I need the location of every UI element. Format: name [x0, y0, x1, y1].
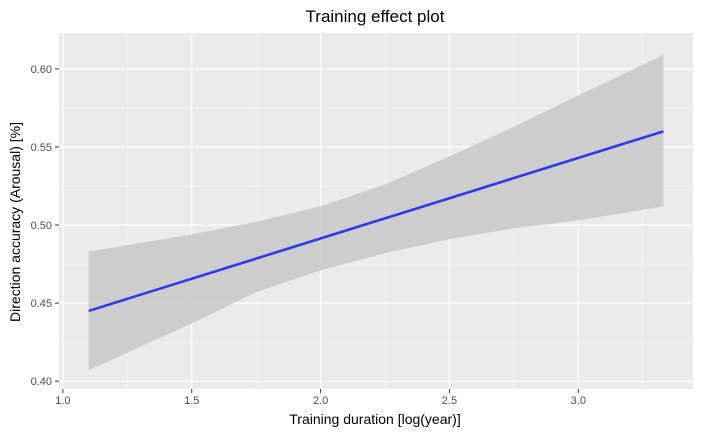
- x-tick-label: 2.5: [442, 395, 457, 407]
- x-tick-label: 1.5: [184, 395, 199, 407]
- x-axis: 1.0 1.5 2.0 2.5 3.0: [55, 389, 586, 407]
- y-tick-label: 0.60: [31, 64, 52, 76]
- y-tick-label: 0.50: [31, 220, 52, 232]
- x-tick-label: 2.0: [313, 395, 328, 407]
- chart-title: Training effect plot: [306, 7, 445, 26]
- confidence-band: [88, 54, 664, 371]
- x-tick-label: 1.0: [55, 395, 70, 407]
- y-tick-label: 0.45: [31, 298, 52, 310]
- y-axis-title: Direction accuracy (Arousal) [%]: [7, 122, 23, 322]
- y-tick-label: 0.55: [31, 142, 52, 154]
- x-axis-title: Training duration [log(year)]: [289, 411, 460, 427]
- y-tick-label: 0.40: [31, 376, 52, 388]
- y-axis: 0.40 0.45 0.50 0.55 0.60: [31, 64, 59, 388]
- fit-line: [88, 130, 664, 313]
- x-tick-label: 3.0: [571, 395, 586, 407]
